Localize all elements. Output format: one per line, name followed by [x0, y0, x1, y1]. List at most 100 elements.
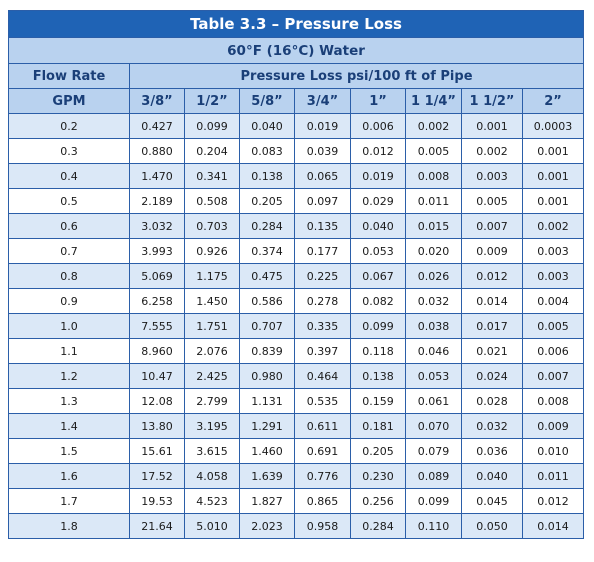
pressure-loss-cell: 0.006 — [521, 338, 585, 364]
pressure-loss-cell: 0.036 — [461, 438, 523, 464]
pressure-loss-cell: 0.865 — [294, 488, 351, 514]
gpm-cell: 1.1 — [8, 338, 130, 364]
gpm-cell: 0.6 — [8, 213, 130, 239]
pressure-loss-cell: 0.014 — [521, 513, 585, 539]
pressure-loss-cell: 0.464 — [294, 363, 351, 389]
pressure-loss-cell: 0.205 — [239, 188, 295, 214]
pressure-loss-cell: 0.980 — [239, 363, 295, 389]
table-row: 1.1 8.960 2.076 0.839 0.397 0.118 0.046 0.021 0.… — [8, 338, 585, 364]
pressure-loss-cell: 0.002 — [461, 138, 523, 164]
pipe-size-header: 1/2” — [184, 88, 240, 114]
pressure-loss-cell: 0.009 — [461, 238, 523, 264]
table-row: 0.6 3.032 0.703 0.284 0.135 0.040 0.015 0.007 0.… — [8, 213, 585, 239]
pressure-loss-cell: 0.001 — [461, 113, 523, 139]
pressure-loss-cell: 0.001 — [521, 163, 585, 189]
table-row: 0.7 3.993 0.926 0.374 0.177 0.053 0.020 0.009 0.… — [8, 238, 585, 264]
gpm-cell: 1.4 — [8, 413, 130, 439]
pressure-loss-cell: 0.110 — [405, 513, 462, 539]
pressure-loss-cell: 1.460 — [239, 438, 295, 464]
pressure-loss-table-container: Table 3.3 – Pressure Loss 60°F (16°C) Wa… — [7, 10, 585, 539]
pressure-loss-cell: 0.427 — [129, 113, 185, 139]
gpm-cell: 0.5 — [8, 188, 130, 214]
pressure-loss-cell: 0.020 — [405, 238, 462, 264]
pipe-size-header: 1” — [350, 88, 406, 114]
pressure-loss-cell: 0.012 — [350, 138, 406, 164]
gpm-cell: 1.3 — [8, 388, 130, 414]
pressure-loss-cell: 3.195 — [184, 413, 240, 439]
pressure-loss-cell: 0.065 — [294, 163, 351, 189]
pressure-loss-cell: 0.586 — [239, 288, 295, 314]
pressure-loss-cell: 0.012 — [521, 488, 585, 514]
pressure-loss-cell: 0.002 — [521, 213, 585, 239]
gpm-cell: 1.7 — [8, 488, 130, 514]
pressure-loss-cell: 0.083 — [239, 138, 295, 164]
pressure-loss-cell: 0.958 — [294, 513, 351, 539]
table-row: 1.0 7.555 1.751 0.707 0.335 0.099 0.038 0.017 0.… — [8, 313, 585, 339]
pressure-loss-cell: 0.397 — [294, 338, 351, 364]
pressure-loss-cell: 0.053 — [405, 363, 462, 389]
gpm-cell: 1.5 — [8, 438, 130, 464]
pressure-loss-cell: 0.007 — [521, 363, 585, 389]
pressure-loss-cell: 4.523 — [184, 488, 240, 514]
pressure-loss-cell: 0.008 — [405, 163, 462, 189]
pressure-loss-cell: 21.64 — [129, 513, 185, 539]
pressure-loss-cell: 0.099 — [405, 488, 462, 514]
pressure-loss-cell: 0.284 — [239, 213, 295, 239]
pressure-loss-cell: 0.006 — [350, 113, 406, 139]
pressure-loss-cell: 0.135 — [294, 213, 351, 239]
table-row: 1.7 19.53 4.523 1.827 0.865 0.256 0.099 0.045 0.… — [8, 488, 585, 514]
pressure-loss-cell: 2.076 — [184, 338, 240, 364]
pressure-loss-cell: 0.032 — [461, 413, 523, 439]
pressure-loss-cell: 0.005 — [461, 188, 523, 214]
pressure-loss-header: Pressure Loss psi/100 ft of Pipe — [128, 63, 585, 89]
table-row: 1.8 21.64 5.010 2.023 0.958 0.284 0.110 0.050 0.… — [8, 513, 585, 539]
pressure-loss-cell: 0.079 — [405, 438, 462, 464]
pressure-loss-cell: 0.138 — [350, 363, 406, 389]
pressure-loss-cell: 7.555 — [129, 313, 185, 339]
pressure-loss-cell: 0.776 — [294, 463, 351, 489]
pressure-loss-cell: 0.003 — [521, 263, 585, 289]
pressure-loss-cell: 0.003 — [521, 238, 585, 264]
pressure-loss-cell: 0.017 — [461, 313, 523, 339]
pressure-loss-cell: 19.53 — [129, 488, 185, 514]
table-row: 1.4 13.80 3.195 1.291 0.611 0.181 0.070 0.032 0.… — [8, 413, 585, 439]
table-row: 0.4 1.470 0.341 0.138 0.065 0.019 0.008 0.003 0.… — [8, 163, 585, 189]
pressure-loss-cell: 3.993 — [129, 238, 185, 264]
pressure-loss-cell: 0.005 — [521, 313, 585, 339]
pressure-loss-cell: 0.284 — [350, 513, 406, 539]
gpm-cell: 0.2 — [8, 113, 130, 139]
pipe-size-header: 1 1/2” — [461, 88, 523, 114]
pressure-loss-cell: 0.028 — [461, 388, 523, 414]
pressure-loss-cell: 0.181 — [350, 413, 406, 439]
pressure-loss-cell: 0.374 — [239, 238, 295, 264]
pressure-loss-cell: 0.839 — [239, 338, 295, 364]
pressure-loss-cell: 0.230 — [350, 463, 406, 489]
pressure-loss-cell: 0.045 — [461, 488, 523, 514]
pipe-size-header: 5/8” — [239, 88, 295, 114]
pressure-loss-cell: 0.001 — [521, 138, 585, 164]
pressure-loss-cell: 0.021 — [461, 338, 523, 364]
pressure-loss-cell: 0.015 — [405, 213, 462, 239]
pressure-loss-cell: 0.535 — [294, 388, 351, 414]
pipe-size-header: 1 1/4” — [405, 88, 462, 114]
pressure-loss-cell: 0.611 — [294, 413, 351, 439]
pressure-loss-cell: 1.450 — [184, 288, 240, 314]
pressure-loss-cell: 8.960 — [129, 338, 185, 364]
table-row: 0.2 0.427 0.099 0.040 0.019 0.006 0.002 0.001 0.… — [8, 113, 585, 139]
table-row: 0.8 5.069 1.175 0.475 0.225 0.067 0.026 0.012 0.… — [8, 263, 585, 289]
pressure-loss-cell: 0.012 — [461, 263, 523, 289]
gpm-cell: 0.3 — [8, 138, 130, 164]
gpm-cell: 1.0 — [8, 313, 130, 339]
pipe-size-header: 2” — [521, 88, 585, 114]
pressure-loss-cell: 0.225 — [294, 263, 351, 289]
pressure-loss-cell: 0.204 — [184, 138, 240, 164]
pressure-loss-cell: 1.291 — [239, 413, 295, 439]
pressure-loss-cell: 1.470 — [129, 163, 185, 189]
pressure-loss-cell: 1.131 — [239, 388, 295, 414]
pressure-loss-cell: 0.099 — [184, 113, 240, 139]
gpm-cell: 1.8 — [8, 513, 130, 539]
pressure-loss-cell: 0.138 — [239, 163, 295, 189]
pressure-loss-cell: 0.040 — [461, 463, 523, 489]
table-row: 0.3 0.880 0.204 0.083 0.039 0.012 0.005 0.002 0.… — [8, 138, 585, 164]
pressure-loss-table: Table 3.3 – Pressure Loss 60°F (16°C) Wa… — [7, 10, 585, 539]
